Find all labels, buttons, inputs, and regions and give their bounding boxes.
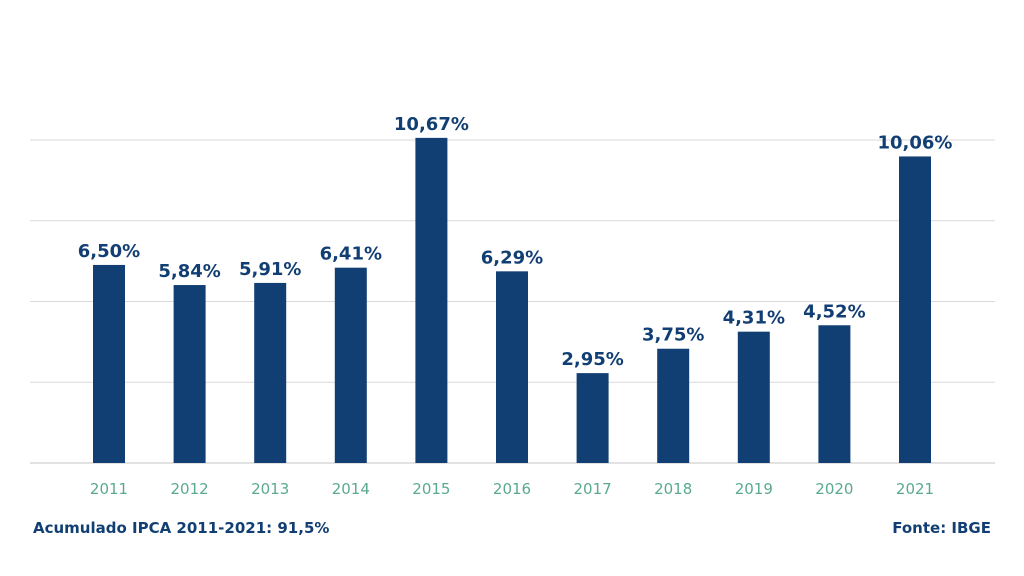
bars (93, 137, 931, 463)
x-tick-2012: 2012 (171, 480, 209, 498)
value-label-2011: 6,50% (78, 241, 140, 262)
bar-2020 (818, 325, 851, 463)
value-labels: 6,50% 5,84% 5,91% 6,41% 10,67% 6,29% 2,95% 3,75… (78, 114, 953, 370)
value-label-2016: 6,29% (481, 247, 543, 268)
bar-2016 (496, 271, 528, 463)
value-label-2015: 10,67% (394, 114, 469, 135)
x-tick-2011: 2011 (90, 480, 128, 498)
bar-2018 (657, 348, 690, 463)
accumulated-note: Acumulado IPCA 2011-2021: 91,5% (33, 519, 330, 537)
bar-2012 (173, 285, 206, 463)
value-label-2020: 4,52% (803, 301, 865, 322)
bar-2015 (415, 137, 448, 463)
value-label-2013: 5,91% (239, 259, 301, 280)
value-label-2014: 6,41% (320, 244, 382, 265)
x-tick-2017: 2017 (574, 480, 612, 498)
x-tick-2013: 2013 (251, 480, 289, 498)
x-tick-2020: 2020 (815, 480, 853, 498)
x-tick-2016: 2016 (493, 480, 531, 498)
bar-2013 (254, 282, 287, 463)
value-label-2019: 4,31% (723, 308, 785, 329)
bar-2014 (334, 267, 367, 463)
x-tick-2019: 2019 (735, 480, 773, 498)
bar-2017 (576, 373, 609, 463)
x-tick-2021: 2021 (896, 480, 934, 498)
x-tick-2018: 2018 (654, 480, 692, 498)
bar-2011 (93, 264, 125, 463)
value-label-2018: 3,75% (642, 325, 704, 346)
x-tick-2015: 2015 (412, 480, 450, 498)
value-label-2017: 2,95% (561, 349, 623, 370)
value-label-2021: 10,06% (878, 132, 953, 153)
x-tick-labels: 2011 2012 2013 2014 2015 2016 2017 2018 2019 2020… (90, 480, 934, 498)
source-note: Fonte: IBGE (892, 519, 991, 537)
x-tick-2014: 2014 (332, 480, 370, 498)
bar-2019 (737, 331, 770, 463)
value-label-2012: 5,84% (158, 261, 220, 282)
bar-2021 (899, 156, 931, 463)
